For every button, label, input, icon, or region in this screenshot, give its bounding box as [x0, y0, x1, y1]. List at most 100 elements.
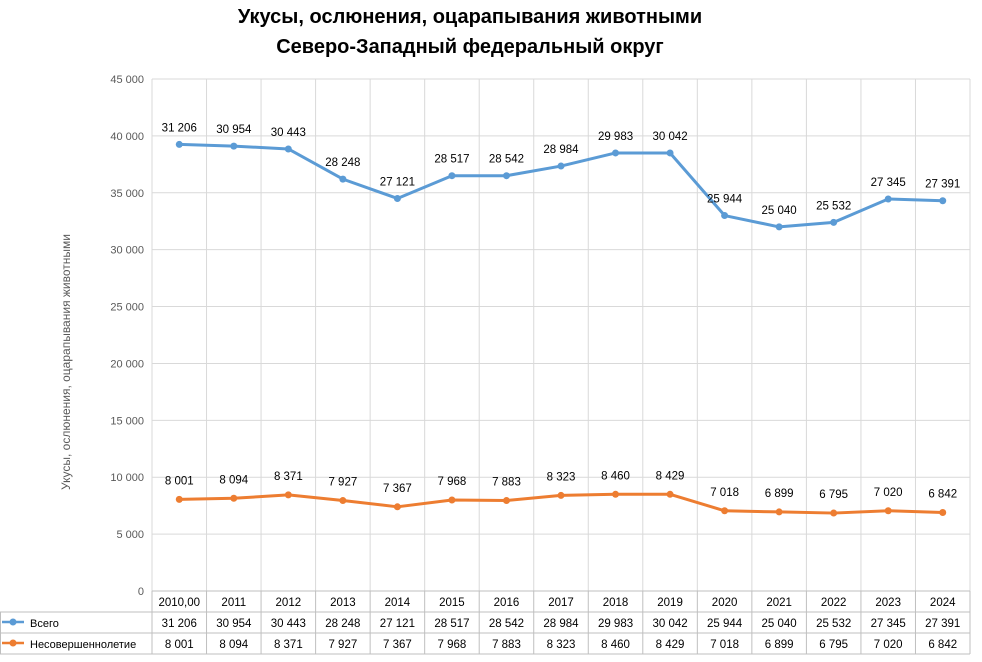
data-label: 7 020 [874, 487, 903, 499]
data-label: 29 983 [598, 131, 633, 143]
table-cell: 7 968 [438, 639, 467, 651]
data-label: 25 944 [707, 194, 743, 206]
table-cell: 8 094 [219, 639, 248, 651]
table-cell: 7 020 [874, 639, 903, 651]
table-cell: 28 984 [543, 618, 579, 630]
y-tick-label: 0 [138, 586, 144, 598]
x-tick-label: 2024 [930, 597, 956, 609]
table-cell: 8 323 [547, 639, 576, 651]
table-cell: 7 883 [492, 639, 521, 651]
y-tick-label: 35 000 [110, 188, 144, 200]
y-axis-ticks: 0 5 000 10 000 15 000 20 000 25 000 30 000 35 0… [110, 74, 144, 598]
data-label: 30 443 [271, 127, 306, 139]
data-label: 7 018 [710, 487, 739, 499]
data-labels: 31 206 30 954 30 443 28 248 27 121 28 517 28 5… [162, 122, 961, 501]
chart-title: Укусы, ослюнения, оцарапывания животными [237, 6, 703, 28]
data-point [612, 149, 620, 157]
y-tick-label: 15 000 [110, 415, 144, 427]
data-point [448, 496, 456, 504]
table-cell: 8 429 [656, 639, 685, 651]
y-tick-label: 10 000 [110, 472, 144, 484]
data-label: 30 954 [216, 124, 252, 136]
legend-label: Всего [30, 618, 59, 630]
legend-key-marker [9, 618, 17, 626]
data-point [339, 497, 347, 505]
table-cell: 30 443 [271, 618, 306, 630]
x-tick-label: 2021 [766, 597, 792, 609]
table-cell: 25 040 [762, 618, 797, 630]
table-cell: 27 121 [380, 618, 415, 630]
table-cell: 7 927 [328, 639, 357, 651]
y-tick-label: 45 000 [110, 74, 144, 86]
table-cell: 8 001 [165, 639, 194, 651]
x-tick-label: 2011 [221, 597, 246, 609]
table-cell: 28 542 [489, 618, 524, 630]
data-label: 8 001 [165, 475, 194, 487]
data-point [884, 507, 892, 515]
table-cell: 31 206 [162, 618, 197, 630]
data-point [612, 490, 620, 498]
x-tick-label: 2010,00 [158, 597, 200, 609]
table-cell: 6 899 [765, 639, 794, 651]
x-tick-label: 2022 [821, 597, 847, 609]
y-tick-label: 25 000 [110, 302, 144, 314]
data-point [393, 194, 401, 202]
data-table: 2010,00 2011 2012 2013 2014 2015 2016 2017 2018 2… [0, 590, 971, 655]
y-tick-label: 5 000 [116, 529, 144, 541]
data-point [448, 172, 456, 180]
x-tick-label: 2017 [548, 597, 574, 609]
data-point [339, 175, 347, 183]
data-point [230, 494, 238, 502]
x-tick-label: 2015 [439, 597, 465, 609]
data-label: 28 542 [489, 154, 524, 166]
x-tick-label: 2013 [330, 597, 356, 609]
data-point [175, 495, 183, 503]
data-label: 8 460 [601, 470, 630, 482]
data-label: 30 042 [652, 131, 687, 143]
data-point [830, 509, 838, 517]
data-label: 31 206 [162, 122, 197, 134]
data-label: 8 371 [274, 471, 303, 483]
data-point [557, 491, 565, 499]
table-cell: 25 944 [707, 618, 743, 630]
data-point [830, 218, 838, 226]
y-axis-label: Укусы, ослюнения, оцарапывания животными [59, 234, 73, 490]
legend-label: Несовершеннолетие [30, 639, 136, 651]
data-label: 8 429 [656, 470, 685, 482]
data-point [666, 149, 674, 157]
data-label: 28 984 [543, 144, 579, 156]
data-label: 28 248 [325, 157, 360, 169]
data-point [502, 497, 510, 505]
chart-subtitle: Северо-Западный федеральный округ [276, 36, 664, 58]
data-label: 27 391 [925, 179, 960, 191]
table-cell: 30 954 [216, 618, 252, 630]
gridlines [151, 78, 971, 591]
x-tick-label: 2020 [712, 597, 738, 609]
table-cell: 25 532 [816, 618, 851, 630]
x-tick-label: 2014 [385, 597, 411, 609]
data-point [230, 142, 238, 150]
data-point [775, 223, 783, 231]
data-label: 7 367 [383, 483, 412, 495]
data-point [284, 491, 292, 499]
x-tick-label: 2012 [276, 597, 302, 609]
data-label: 27 121 [380, 176, 415, 188]
table-cell: 6 842 [928, 639, 957, 651]
data-point [939, 197, 947, 205]
table-cell: 8 371 [274, 639, 303, 651]
data-label: 7 968 [438, 476, 467, 488]
series-lines [175, 140, 947, 517]
data-point [393, 503, 401, 511]
series-line [179, 142, 943, 229]
table-cell: 29 983 [598, 618, 633, 630]
data-point [502, 172, 510, 180]
data-label: 7 883 [492, 477, 521, 489]
data-point [284, 145, 292, 153]
data-label: 8 094 [219, 474, 248, 486]
x-tick-label: 2023 [875, 597, 901, 609]
y-tick-label: 40 000 [110, 131, 144, 143]
table-cell: 6 795 [819, 639, 848, 651]
y-tick-label: 30 000 [110, 245, 144, 257]
table-cell: 28 248 [325, 618, 360, 630]
x-tick-label: 2018 [603, 597, 629, 609]
